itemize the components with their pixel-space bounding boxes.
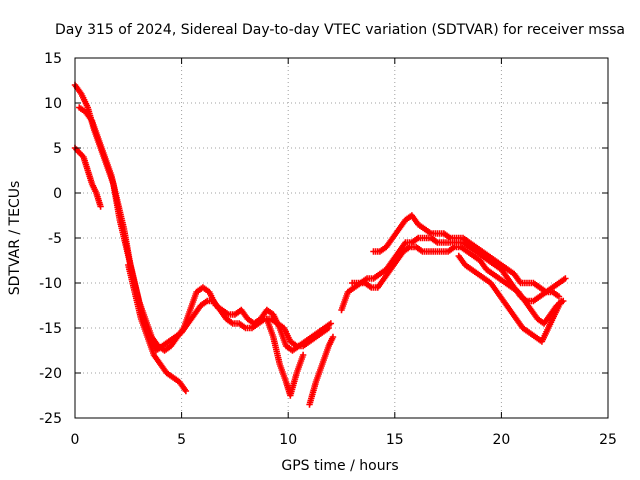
data-point [562, 275, 569, 282]
data-point [299, 351, 307, 359]
y-tick-label: -10 [39, 276, 62, 292]
series-s4 [125, 261, 190, 395]
data-point [329, 333, 337, 341]
series-s2 [76, 104, 332, 354]
y-tick-label: -25 [39, 411, 62, 427]
series-s9 [370, 212, 563, 300]
y-tick-label: 0 [53, 186, 62, 202]
data-point [325, 324, 332, 332]
y-tick-label: -15 [39, 321, 62, 337]
x-tick-label: 0 [71, 432, 80, 448]
series-s6 [306, 333, 337, 408]
data-point [182, 387, 190, 395]
data-point [97, 203, 104, 210]
data-point [327, 320, 335, 327]
data-point [555, 293, 563, 300]
y-tick-label: 15 [44, 51, 62, 67]
y-tick-label: 10 [44, 96, 62, 112]
series-layer [71, 81, 569, 408]
y-tick-label: -5 [48, 231, 62, 247]
y-tick-label: -20 [39, 366, 62, 382]
series-s10 [455, 252, 565, 345]
axes: 0 5 10 15 20 25 -25 -20 -15 -10 -5 0 5 10 15 [39, 51, 617, 448]
x-tick-label: 15 [386, 432, 404, 448]
plot-frame [74, 57, 609, 419]
chart-title: Day 315 of 2024, Sidereal Day-to-day VTE… [55, 22, 625, 38]
x-axis-label: GPS time / hours [281, 458, 398, 474]
series-s5 [263, 315, 307, 399]
series-s3 [71, 144, 104, 210]
x-tick-label: 5 [177, 432, 186, 448]
x-tick-label: 10 [279, 432, 297, 448]
grid [75, 58, 608, 418]
y-axis-label: SDTVAR / TECUs [7, 181, 23, 296]
series-s1 [71, 81, 335, 354]
y-tick-label: 5 [53, 141, 62, 157]
x-tick-label: 25 [599, 432, 617, 448]
x-tick-label: 20 [492, 432, 510, 448]
data-point [557, 297, 565, 305]
